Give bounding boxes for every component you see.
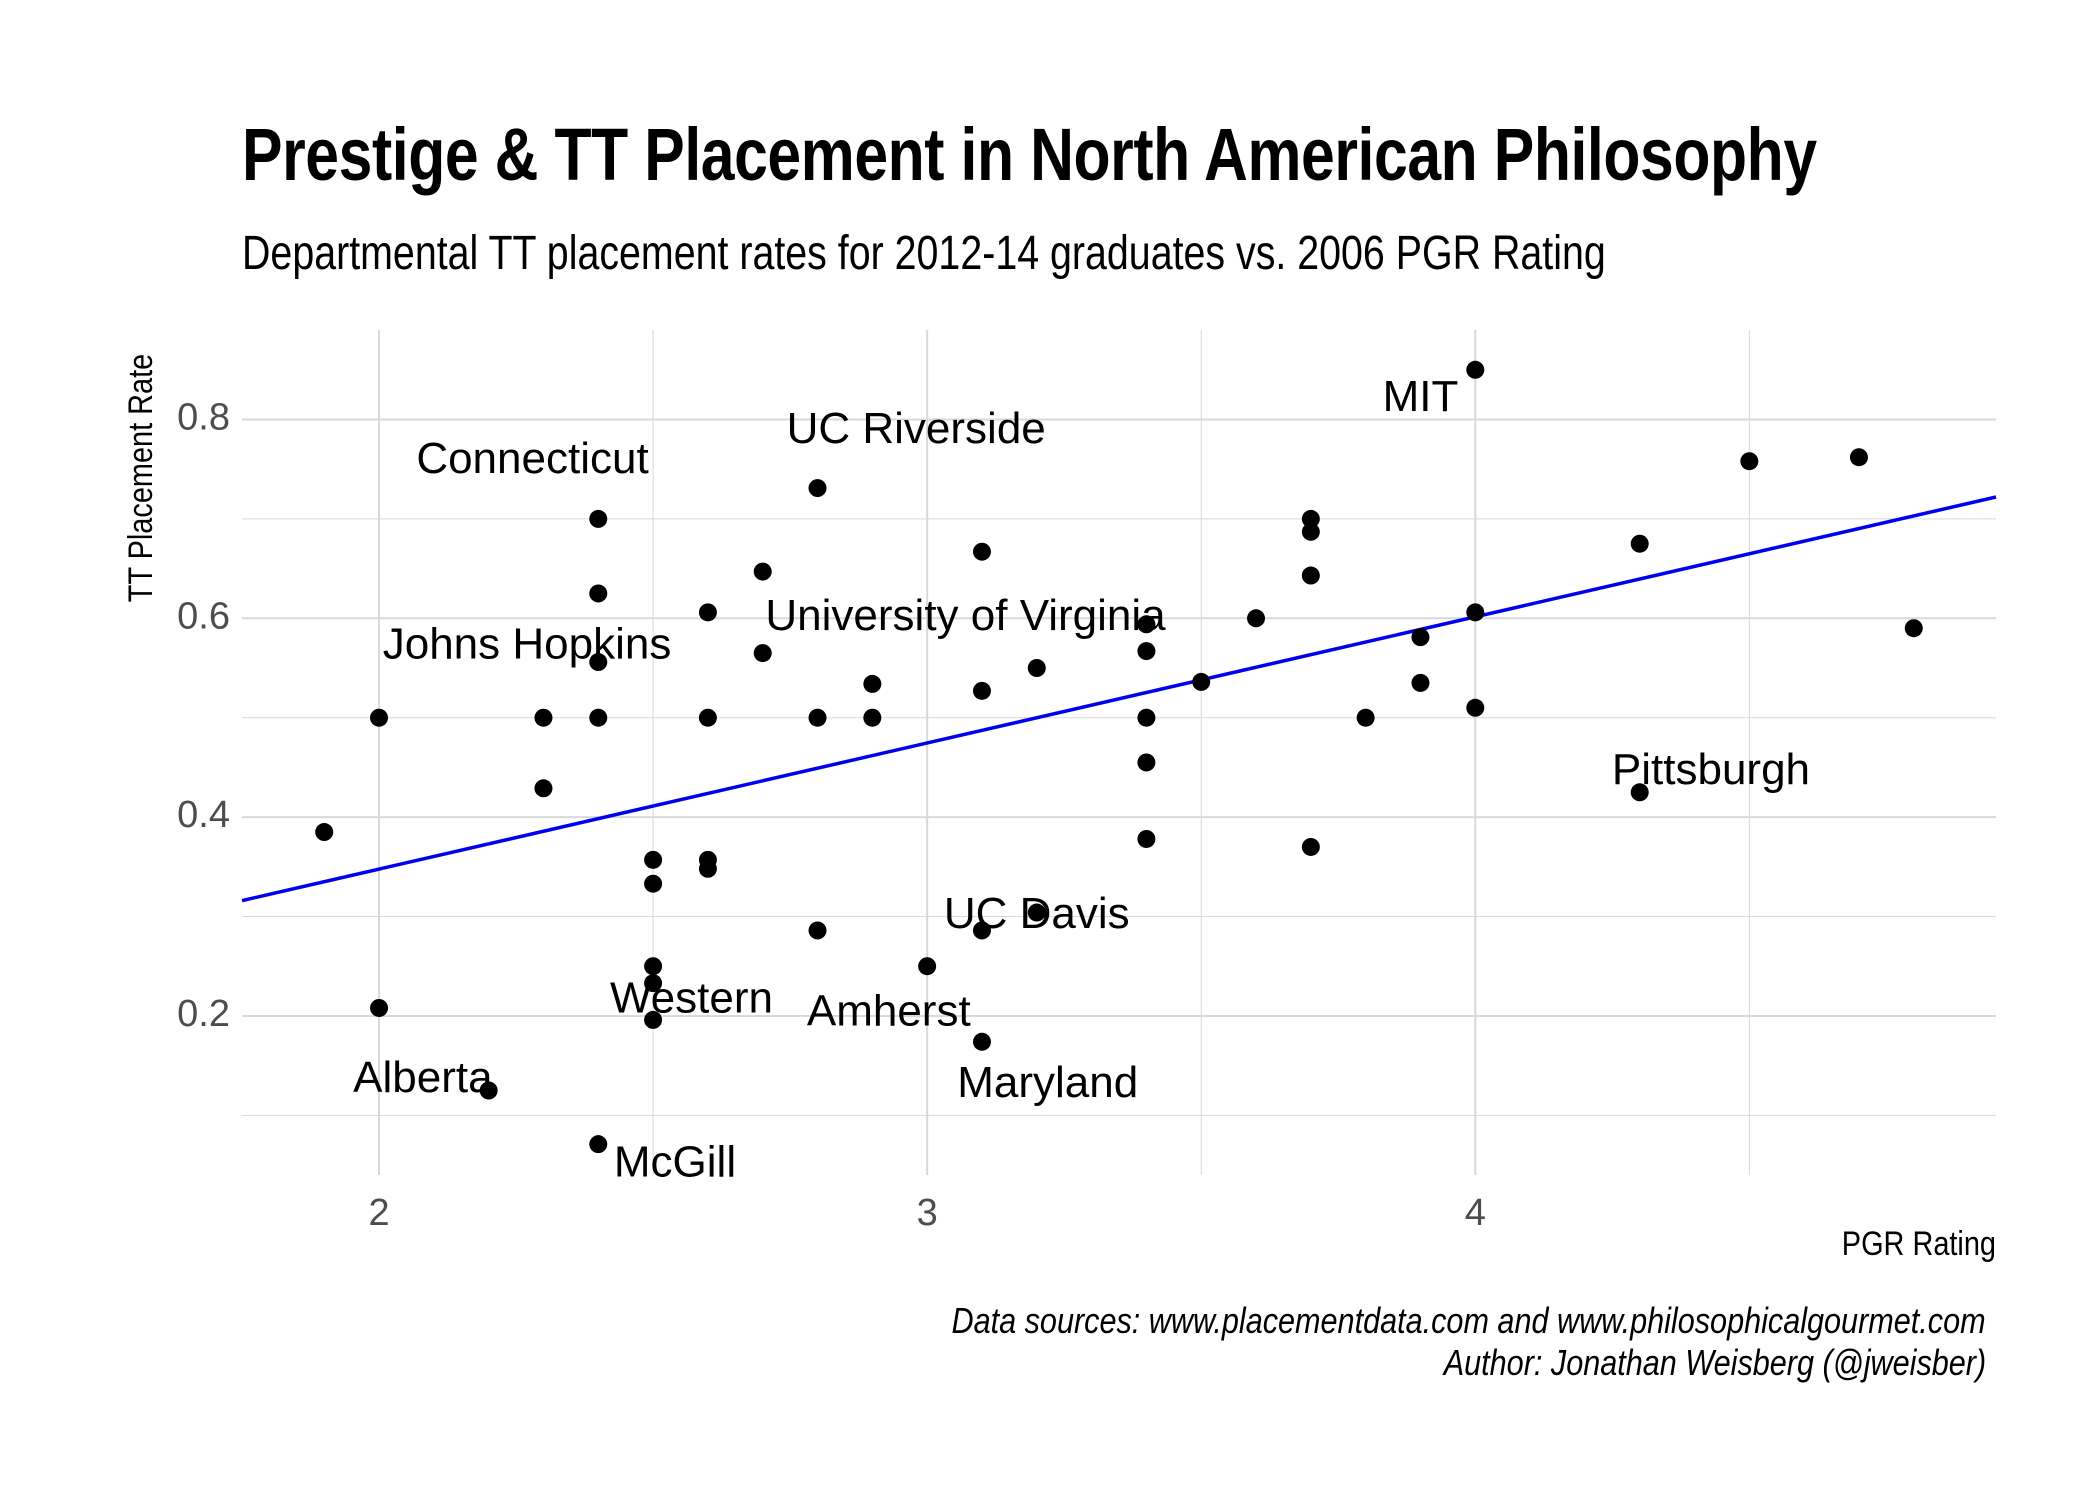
data-point: [479, 1081, 498, 1100]
point-label: University of Virginia: [765, 591, 1166, 640]
y-tick-label: 0.4: [177, 794, 230, 836]
data-point: [972, 542, 991, 561]
grid-lines: [242, 330, 1996, 1175]
point-label: Alberta: [353, 1053, 493, 1102]
y-tick-label: 0.2: [177, 993, 230, 1035]
point-label: Connecticut: [416, 434, 648, 483]
x-axis-title: PGR Rating: [1842, 1224, 1996, 1263]
data-point: [863, 708, 882, 727]
data-point: [370, 708, 389, 727]
data-point: [1301, 522, 1320, 541]
data-point: [698, 708, 717, 727]
data-point: [753, 562, 772, 581]
data-point: [1849, 448, 1868, 467]
trend-line-group: [241, 495, 1997, 903]
point-label: Western: [610, 974, 773, 1023]
data-point: [753, 644, 772, 663]
chart-subtitle: Departmental TT placement rates for 2012…: [242, 227, 1606, 280]
data-point: [1466, 603, 1485, 622]
data-point: [1027, 659, 1046, 677]
data-point: [1192, 672, 1211, 691]
data-point: [972, 1032, 991, 1051]
point-label: Johns Hopkins: [383, 620, 672, 669]
data-point: [863, 674, 882, 693]
data-point: [644, 874, 663, 893]
data-points: [315, 360, 1923, 1154]
data-point: [1411, 673, 1430, 692]
data-point: [534, 779, 553, 798]
point-label: McGill: [614, 1138, 736, 1187]
data-point: [972, 921, 991, 940]
data-point: [1904, 619, 1923, 638]
axis-ticks: 2 3 4 0.2 0.4 0.6 0.8: [177, 397, 1486, 1234]
data-point: [1356, 708, 1375, 727]
data-point: [1137, 642, 1156, 661]
point-label: Amherst: [807, 987, 971, 1036]
x-tick-label: 2: [368, 1192, 389, 1234]
chart-title: Prestige & TT Placement in North America…: [242, 113, 1817, 196]
data-point: [1137, 615, 1156, 634]
data-point: [1247, 609, 1266, 628]
data-point: [1301, 837, 1320, 856]
y-tick-label: 0.8: [177, 397, 230, 439]
data-point: [808, 921, 827, 940]
data-point: [1411, 628, 1430, 647]
data-point: [1630, 534, 1649, 553]
point-labels: MIT UC Riverside Connecticut University of …: [353, 372, 1810, 1186]
data-point: [315, 823, 334, 842]
data-point: [1466, 360, 1485, 379]
data-point: [1027, 903, 1046, 922]
data-point: [644, 1010, 663, 1029]
data-point: [1301, 509, 1320, 528]
data-point: [589, 584, 608, 603]
point-label: Maryland: [957, 1058, 1138, 1107]
data-point: [698, 859, 717, 878]
data-point: [808, 479, 827, 498]
x-tick-label: 4: [1465, 1192, 1486, 1234]
data-point: [1630, 783, 1649, 802]
data-point: [1301, 566, 1320, 585]
data-point: [589, 708, 608, 727]
data-point: [1740, 452, 1759, 471]
regression-line: [241, 495, 1997, 903]
y-axis-title: TT Placement Rate: [121, 354, 160, 602]
point-label: MIT: [1383, 372, 1459, 421]
point-label: UC Riverside: [787, 404, 1046, 453]
data-point: [972, 681, 991, 700]
data-point: [644, 957, 663, 976]
point-label: UC Davis: [944, 889, 1130, 938]
data-point: [1137, 708, 1156, 727]
data-point: [808, 708, 827, 727]
data-point: [534, 708, 553, 727]
caption-author: Author: Jonathan Weisberg (@jweisber): [1443, 1342, 1986, 1383]
caption-sources: Data sources: www.placementdata.com and …: [951, 1300, 1986, 1341]
data-point: [1466, 698, 1485, 717]
data-point: [644, 974, 663, 993]
data-point: [644, 850, 663, 869]
data-point: [589, 653, 608, 672]
data-point: [1137, 829, 1156, 848]
data-point: [589, 1135, 608, 1154]
data-point: [589, 509, 608, 528]
data-point: [1137, 753, 1156, 772]
data-point: [698, 603, 717, 622]
data-point: [918, 957, 937, 976]
point-label: Pittsburgh: [1612, 745, 1810, 794]
x-tick-label: 3: [917, 1192, 938, 1234]
data-point: [370, 998, 389, 1017]
y-tick-label: 0.6: [177, 595, 230, 637]
